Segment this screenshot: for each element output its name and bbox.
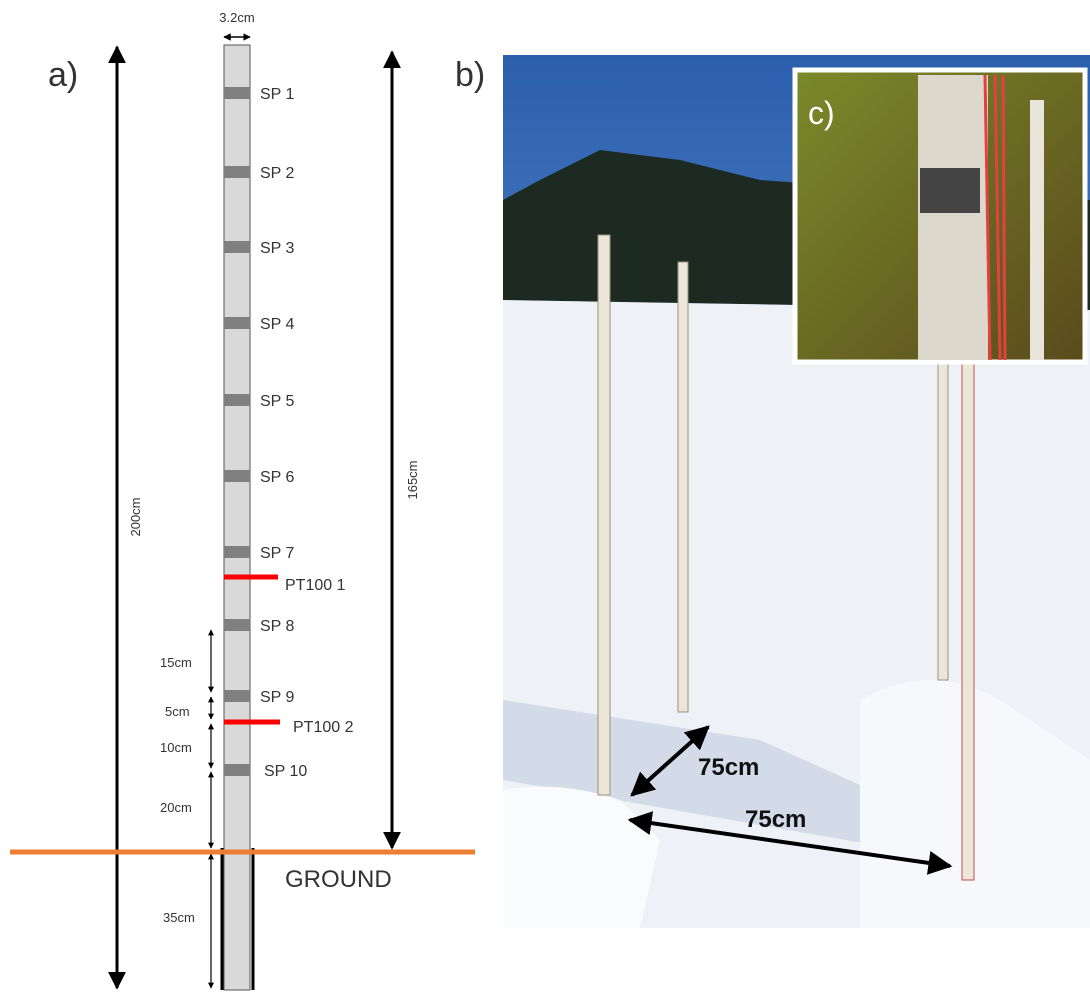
sensor-label: SP 7: [260, 545, 295, 562]
inset-pole: [1030, 100, 1044, 360]
spacings: 15cm 5cm 10cm 20cm 35cm: [160, 630, 211, 988]
sensor-mark: [224, 317, 250, 329]
sensor-mark: [224, 470, 250, 482]
width-label: 3.2cm: [219, 10, 254, 25]
photo-pole: [962, 360, 974, 880]
sensor-mark: [224, 690, 250, 702]
inset-pole: [918, 75, 988, 360]
ground-label: GROUND: [285, 866, 392, 893]
sensor-label: SP 1: [260, 86, 295, 103]
sensor-mark: [224, 619, 250, 631]
total-label: 200cm: [128, 497, 143, 536]
panel-label: c): [808, 95, 835, 131]
sensor-mark: [224, 546, 250, 558]
spacing-label: 20cm: [160, 800, 192, 815]
sensor-label: SP 10: [264, 763, 307, 780]
panel-label: b): [455, 56, 485, 94]
photo-pole: [938, 360, 948, 680]
sensor-label: SP 2: [260, 165, 295, 182]
sensor-label: SP 8: [260, 618, 295, 635]
photo-pole: [598, 235, 610, 795]
pt100-label: PT100 2: [293, 719, 354, 736]
sensor-mark: [224, 764, 250, 776]
above-label: 165cm: [405, 460, 420, 499]
distance-label: 75cm: [698, 754, 759, 781]
sensor-mark: [224, 87, 250, 99]
sensor-label: SP 4: [260, 316, 295, 333]
sensor-mark: [224, 394, 250, 406]
sensor-label: SP 5: [260, 393, 295, 410]
sensor-label: SP 6: [260, 469, 295, 486]
pole: [224, 45, 250, 990]
panel-c: c): [795, 70, 1085, 362]
sensor-label: SP 3: [260, 240, 295, 257]
distance-label: 75cm: [745, 806, 806, 833]
panel-a: a) 3.2cm 200cm 165cm SP 1 SP 2 SP 3 SP 4 SP …: [10, 10, 475, 990]
inset-sensor: [920, 168, 980, 213]
sensor-label: SP 9: [260, 689, 295, 706]
panel-label: a): [48, 56, 78, 94]
pt100-label: PT100 1: [285, 577, 346, 594]
sensor-mark: [224, 166, 250, 178]
spacing-label: 15cm: [160, 655, 192, 670]
figure: a) 3.2cm 200cm 165cm SP 1 SP 2 SP 3 SP 4 SP …: [0, 0, 1090, 993]
spacing-label: 10cm: [160, 740, 192, 755]
sensor-mark: [224, 241, 250, 253]
spacing-label: 35cm: [163, 910, 195, 925]
spacing-label: 5cm: [165, 704, 190, 719]
photo-pole: [678, 262, 688, 712]
